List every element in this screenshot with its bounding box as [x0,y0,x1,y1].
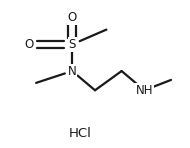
Text: O: O [68,11,77,24]
Text: NH: NH [136,84,153,97]
Text: O: O [25,38,34,51]
Text: N: N [68,65,77,78]
Text: HCl: HCl [68,127,91,140]
Text: S: S [69,38,76,51]
